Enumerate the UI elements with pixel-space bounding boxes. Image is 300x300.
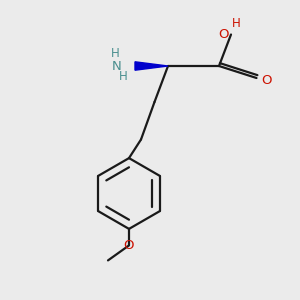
- Text: N: N: [112, 59, 122, 73]
- Text: O: O: [218, 28, 229, 41]
- Text: O: O: [124, 239, 134, 252]
- Text: H: H: [232, 16, 241, 30]
- Text: O: O: [261, 74, 272, 88]
- Text: H: H: [110, 47, 119, 60]
- Polygon shape: [135, 62, 168, 70]
- Text: H: H: [118, 70, 127, 83]
